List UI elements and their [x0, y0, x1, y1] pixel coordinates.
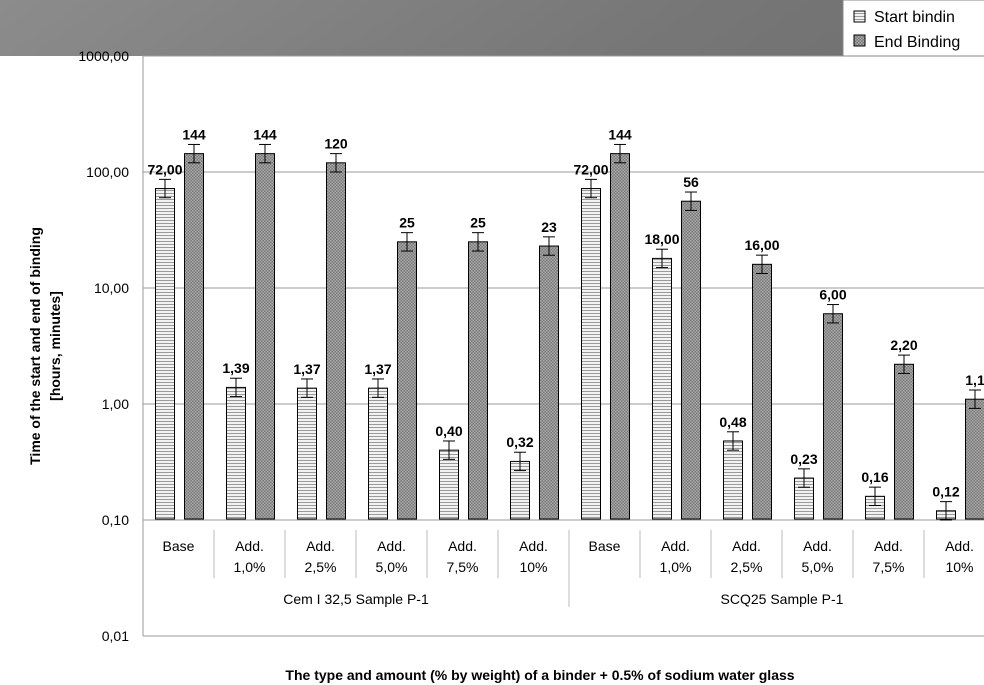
- y-tick-label: 1,00: [102, 396, 129, 412]
- legend-box: [842, 0, 984, 57]
- group-label: SCQ25 Sample P-1: [721, 591, 844, 607]
- data-label: 144: [253, 126, 277, 142]
- data-label: 0,16: [861, 469, 888, 485]
- legend-swatch-end: [853, 34, 866, 47]
- bar-end: [397, 241, 417, 520]
- x-category-label: Add.: [306, 538, 335, 554]
- data-label: 2,20: [890, 337, 917, 353]
- data-label: 1,37: [293, 361, 320, 377]
- y-axis-title-line-1: Time of the start and end of binding: [27, 227, 43, 465]
- y-tick-label: 0,01: [102, 628, 129, 644]
- legend-swatch-start: [853, 10, 866, 23]
- data-label: 1,1: [965, 372, 984, 388]
- data-label: 144: [608, 126, 632, 142]
- y-tick-label: 1000,00: [78, 48, 129, 64]
- bar-start: [581, 188, 601, 520]
- x-category-label: Add.: [448, 538, 477, 554]
- data-label: 72,00: [147, 161, 182, 177]
- x-category-label: 5,0%: [376, 559, 408, 575]
- data-label: 1,37: [364, 361, 391, 377]
- bar-end: [965, 398, 984, 520]
- bar-start: [155, 188, 175, 520]
- plot-area: [143, 56, 984, 636]
- data-label: 16,00: [744, 237, 779, 253]
- data-label: 0,48: [719, 414, 746, 430]
- bar-end: [681, 200, 701, 520]
- legend: Start bindin End Binding: [842, 0, 984, 57]
- x-category-label: Base: [589, 538, 621, 554]
- data-label: 56: [683, 174, 699, 190]
- bar-end: [326, 162, 346, 520]
- bar-start: [226, 386, 246, 520]
- data-label: 120: [324, 136, 348, 152]
- bar-start: [368, 387, 388, 520]
- x-category-label: 10%: [945, 559, 973, 575]
- data-label: 144: [182, 126, 206, 142]
- bar-end: [539, 245, 559, 520]
- bar-end: [894, 363, 914, 520]
- x-category-label: Add.: [945, 538, 974, 554]
- x-category-label: 1,0%: [234, 559, 266, 575]
- data-label: 6,00: [819, 287, 846, 303]
- x-category-label: 2,5%: [305, 559, 337, 575]
- data-label: 0,12: [932, 484, 959, 500]
- bar-end: [823, 313, 843, 520]
- x-category-label: Add.: [661, 538, 690, 554]
- x-category-label: 1,0%: [660, 559, 692, 575]
- bar-end: [468, 241, 488, 520]
- legend-label-end: End Binding: [874, 34, 960, 51]
- x-category-label: Add.: [377, 538, 406, 554]
- bar-start: [723, 440, 743, 520]
- bar-start: [652, 257, 672, 520]
- bar-end: [610, 153, 630, 520]
- x-category-label: 7,5%: [447, 559, 479, 575]
- x-category-label: Add.: [732, 538, 761, 554]
- y-tick-label: 0,10: [102, 512, 129, 528]
- x-category-label: 10%: [519, 559, 547, 575]
- x-category-label: Add.: [235, 538, 264, 554]
- legend-label-start: Start bindin: [874, 9, 955, 26]
- bars: 72,00 144 1,39 144 1,37 120 1,37 25 0,40 25 0,32 23…: [147, 126, 984, 521]
- data-label: 18,00: [644, 231, 679, 247]
- x-category-label: 5,0%: [802, 559, 834, 575]
- data-label: 1,39: [222, 360, 249, 376]
- data-label: 0,40: [435, 423, 462, 439]
- x-category-label: Add.: [519, 538, 548, 554]
- bar-start: [297, 387, 317, 520]
- x-axis-categories: Base Add. 1,0% Add. 2,5% Add. 5,0% Add. 7,5% Add.…: [163, 530, 974, 607]
- y-axis-ticks: 0,01 0,10 1,00 10,00 100,00 1000,00: [78, 48, 129, 644]
- data-label: 23: [541, 219, 557, 235]
- data-label: 25: [399, 215, 415, 231]
- x-category-label: Add.: [874, 538, 903, 554]
- x-axis-title: The type and amount (% by weight) of a b…: [285, 667, 794, 683]
- bar-end: [255, 153, 275, 520]
- data-label: 0,23: [790, 451, 817, 467]
- left-panel: [0, 56, 143, 685]
- x-category-label: Base: [163, 538, 195, 554]
- y-axis-title-line-2: [hours, minutes]: [47, 291, 63, 401]
- bar-start: [439, 449, 459, 520]
- x-category-label: 2,5%: [731, 559, 763, 575]
- data-label: 0,32: [506, 434, 533, 450]
- x-category-label: 7,5%: [873, 559, 905, 575]
- data-label: 72,00: [573, 161, 608, 177]
- group-label: Cem I 32,5 Sample P-1: [283, 591, 429, 607]
- y-tick-label: 10,00: [94, 280, 129, 296]
- bar-end: [184, 153, 204, 520]
- data-label: 25: [470, 215, 486, 231]
- y-tick-label: 100,00: [86, 164, 129, 180]
- bar-end: [752, 263, 772, 520]
- x-category-label: Add.: [803, 538, 832, 554]
